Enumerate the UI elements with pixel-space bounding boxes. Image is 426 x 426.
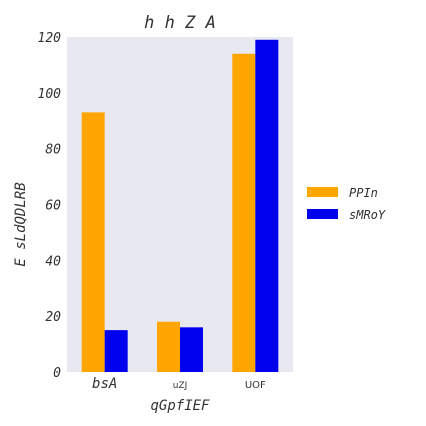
- y-tick-label: 60: [45, 199, 61, 214]
- y-axis-label: E sLdQDLRB: [13, 182, 29, 266]
- legend-label: sMRoY: [349, 208, 386, 222]
- y-tick-label: 20: [45, 310, 61, 325]
- y-tick-label: 0: [53, 366, 61, 381]
- x-axis-label: qGpfIEF: [150, 398, 210, 414]
- bar-PPIn-bsA: [81, 112, 105, 372]
- bar-sMRoY-uZJ: [180, 327, 203, 372]
- legend-label: PPIn: [349, 186, 378, 200]
- chart-title: h h Z A: [144, 13, 216, 33]
- bar-PPIn-UOF: [232, 53, 256, 372]
- x-axis-ticks: bsA uZJ UOF: [92, 376, 266, 392]
- bars: [81, 39, 279, 373]
- x-tick-label: bsA: [92, 376, 117, 392]
- y-tick-label: 100: [38, 87, 62, 102]
- legend: PPIn sMRoY: [307, 186, 386, 222]
- bar-PPIn-uZJ: [157, 321, 180, 372]
- y-axis-ticks: 0 20 40 60 80 100 120: [38, 31, 62, 381]
- bar-sMRoY-UOF: [255, 39, 279, 373]
- y-tick-label: 40: [45, 254, 61, 269]
- legend-swatch-sMRoY: [307, 209, 338, 219]
- y-tick-label: 80: [45, 143, 61, 158]
- y-tick-label: 120: [38, 31, 62, 46]
- x-tick-label: UOF: [245, 380, 266, 391]
- bar-sMRoY-bsA: [104, 330, 128, 372]
- x-tick-label: uZJ: [173, 381, 188, 391]
- legend-swatch-PPIn: [307, 187, 338, 197]
